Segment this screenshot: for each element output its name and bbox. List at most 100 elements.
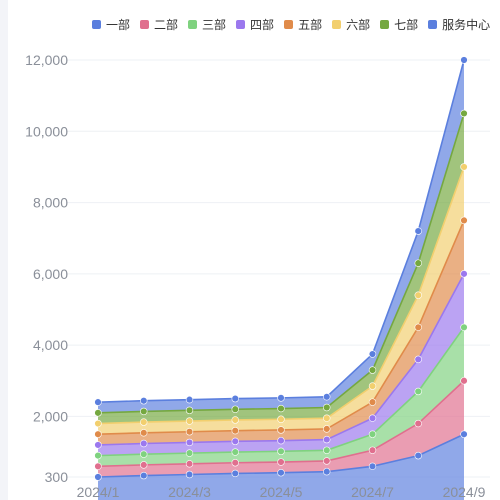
x-tick-label: 2024/3 <box>168 484 211 500</box>
data-point <box>231 426 239 435</box>
data-point <box>231 437 239 446</box>
left-strip <box>0 0 8 500</box>
data-point <box>185 438 194 447</box>
data-point <box>277 394 285 402</box>
x-tick-label: 2024/1 <box>77 484 120 500</box>
legend-swatch <box>188 20 198 29</box>
data-point <box>140 439 148 448</box>
x-tick-label: 2024/9 <box>443 484 486 500</box>
legend-item[interactable]: 六部 <box>332 16 370 33</box>
data-point <box>231 459 239 467</box>
legend-item[interactable]: 二部 <box>140 16 178 33</box>
y-tick-label: 6,000 <box>33 266 68 282</box>
y-tick-label: 2,000 <box>33 408 68 424</box>
data-point <box>368 430 377 438</box>
data-point <box>94 451 102 460</box>
data-point <box>94 409 102 417</box>
legend-label: 三部 <box>202 18 227 32</box>
data-point <box>185 417 194 425</box>
legend-item[interactable]: 五部 <box>284 16 322 33</box>
legend-swatch <box>380 20 390 29</box>
data-point <box>460 216 468 225</box>
data-point <box>368 398 377 406</box>
data-point <box>323 435 331 444</box>
data-point <box>94 473 102 481</box>
data-point <box>94 419 102 428</box>
data-point <box>140 471 148 480</box>
legend-label: 五部 <box>298 18 323 32</box>
data-point <box>368 462 377 471</box>
data-point <box>140 407 148 416</box>
data-point <box>185 428 194 436</box>
legend-swatch <box>332 20 342 29</box>
data-point <box>277 469 285 477</box>
data-point <box>368 414 377 422</box>
data-point <box>323 403 331 412</box>
data-point <box>323 457 331 465</box>
data-point <box>460 377 468 385</box>
data-point <box>277 458 285 466</box>
data-point <box>231 416 239 424</box>
data-point <box>140 450 148 458</box>
legend-label: 四部 <box>250 18 275 32</box>
y-tick-label: 12,000 <box>25 52 68 68</box>
data-point <box>460 109 468 118</box>
data-point <box>414 387 422 396</box>
data-point <box>277 436 285 445</box>
data-point <box>414 291 422 299</box>
data-point <box>460 430 468 438</box>
legend-swatch <box>428 20 438 29</box>
data-point <box>277 426 285 434</box>
x-tick-label: 2024/5 <box>260 484 303 500</box>
data-point <box>94 398 102 406</box>
data-point <box>414 323 422 332</box>
data-point <box>460 323 468 332</box>
data-point <box>323 425 331 433</box>
legend-label: 六部 <box>346 18 371 32</box>
data-point <box>460 163 468 171</box>
data-point <box>323 414 331 422</box>
data-point <box>323 467 331 476</box>
y-tick-label: 10,000 <box>25 123 68 139</box>
data-point <box>414 419 422 428</box>
legend-item[interactable]: 七部 <box>380 16 418 33</box>
legend-swatch <box>236 20 246 29</box>
data-point <box>277 447 285 456</box>
data-point <box>140 418 148 426</box>
y-tick-label: 4,000 <box>33 337 68 353</box>
data-point <box>277 415 285 423</box>
data-point <box>231 405 239 413</box>
legend-label: 服务中心 <box>442 18 491 32</box>
y-tick-label: 8,000 <box>33 195 68 211</box>
legend-swatch <box>284 20 294 29</box>
legend-swatch <box>92 20 101 29</box>
data-point <box>414 451 422 460</box>
data-point <box>140 397 148 405</box>
data-point <box>231 448 239 456</box>
data-point <box>368 350 377 358</box>
data-point <box>185 460 194 468</box>
y-tick-label: 300 <box>45 469 69 485</box>
legend-item[interactable]: 四部 <box>236 16 274 33</box>
data-point <box>414 259 422 267</box>
chart-legend: 一部 二部 三部 四部 五部 六部 七部 服务中心 <box>92 16 492 33</box>
legend-label: 一部 <box>106 18 131 32</box>
data-point <box>94 441 102 449</box>
legend-item[interactable]: 三部 <box>188 16 226 33</box>
legend-item[interactable]: 一部 <box>92 16 130 33</box>
data-point <box>140 461 148 469</box>
data-point <box>460 56 468 64</box>
legend-item[interactable]: 服务中心 <box>428 16 490 33</box>
data-point <box>231 394 239 403</box>
data-point <box>323 446 331 454</box>
data-point <box>94 462 102 471</box>
data-point <box>414 355 422 364</box>
legend-swatch <box>140 20 150 29</box>
data-point <box>414 227 422 235</box>
data-point <box>323 393 331 401</box>
data-point <box>368 382 377 390</box>
data-point <box>368 446 377 454</box>
legend-label: 七部 <box>394 18 419 32</box>
